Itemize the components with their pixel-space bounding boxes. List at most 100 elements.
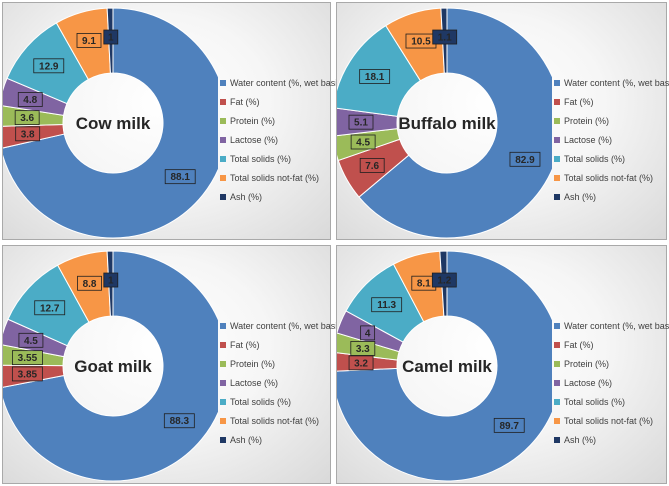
legend-swatch <box>220 79 226 86</box>
data-label-text: 1.1 <box>438 33 452 44</box>
chart-title: Buffalo milk <box>398 114 496 133</box>
data-label-ash: 1 <box>103 272 119 288</box>
data-label-water-content-wet-basis: 88.1 <box>164 169 196 185</box>
legend-item: Protein (%) <box>554 111 669 130</box>
legend-swatch <box>554 360 560 367</box>
legend-swatch <box>220 398 226 405</box>
data-label-protein: 4.5 <box>350 134 376 150</box>
chart-title: Cow milk <box>76 114 151 133</box>
legend-label: Total solids not-fat (%) <box>564 415 654 426</box>
legend-item: Protein (%) <box>220 354 345 373</box>
legend-label: Total solids not-fat (%) <box>230 172 320 183</box>
legend-swatch <box>554 417 560 424</box>
data-label-ash: 1 <box>103 29 119 45</box>
slice-water-content-wet-basis[interactable] <box>3 7 218 239</box>
legend-label: Total solids not-fat (%) <box>564 172 654 183</box>
legend-label: Water content (%, wet basis) <box>564 320 669 331</box>
data-label-text: 4.5 <box>24 336 38 347</box>
legend-swatch <box>554 174 560 181</box>
data-label-ash: 1.1 <box>432 29 458 45</box>
data-label-water-content-wet-basis: 82.9 <box>509 151 541 167</box>
legend-swatch <box>554 322 560 329</box>
data-label-total-solids-not-fat: 9.1 <box>76 33 102 48</box>
legend: Water content (%, wet basis) Fat (%) Prote… <box>554 73 669 206</box>
data-label-text: 82.9 <box>515 155 535 166</box>
data-label-text: 4.8 <box>23 95 37 106</box>
data-label-text: 3.55 <box>18 353 38 364</box>
legend-item: Lactose (%) <box>554 130 669 149</box>
legend-item: Fat (%) <box>220 92 345 111</box>
chart-title: Camel milk <box>402 357 492 376</box>
slice-water-content-wet-basis[interactable] <box>358 7 552 239</box>
legend-item: Lactose (%) <box>554 373 669 392</box>
legend-label: Total solids (%) <box>230 396 292 407</box>
legend-label: Fat (%) <box>230 96 260 107</box>
data-label-text: 4.5 <box>356 137 370 148</box>
data-label-total-solids-not-fat: 8.8 <box>77 275 102 291</box>
legend-item: Ash (%) <box>220 430 345 449</box>
legend-item: Protein (%) <box>220 111 345 130</box>
chart-panel-buffalo-milk: 82.9 7.6 4.5 5.1 18.1 10.5 1.1 Buffalo milk Wate… <box>336 2 669 240</box>
legend-swatch <box>220 417 226 424</box>
data-label-total-solids: 12.9 <box>33 58 65 74</box>
legend-label: Water content (%, wet basis) <box>564 77 669 88</box>
legend-swatch <box>554 98 560 105</box>
legend: Water content (%, wet basis) Fat (%) Prote… <box>220 73 345 206</box>
legend-swatch <box>220 193 226 200</box>
chart-title: Goat milk <box>74 357 152 376</box>
data-label-lactose: 4.5 <box>18 332 44 348</box>
legend-item: Ash (%) <box>220 187 345 206</box>
legend-swatch <box>554 117 560 124</box>
legend: Water content (%, wet basis) Fat (%) Prote… <box>220 316 345 449</box>
legend-item: Protein (%) <box>554 354 669 373</box>
data-label-ash: 1.2 <box>431 272 457 288</box>
chart-panel-cow-milk: 88.1 3.8 3.6 4.8 12.9 9.1 1 Cow milk Water conte… <box>2 2 345 240</box>
chart-panel-goat-milk: 88.3 3.85 3.55 4.5 12.7 8.8 1 Goat milk Water co… <box>2 245 345 484</box>
data-label-water-content-wet-basis: 89.7 <box>493 417 525 433</box>
legend-swatch <box>220 436 226 443</box>
data-label-lactose: 5.1 <box>348 114 374 130</box>
legend-label: Ash (%) <box>564 434 597 445</box>
legend-swatch <box>220 98 226 105</box>
data-label-protein: 3.55 <box>12 350 43 366</box>
data-label-protein: 3.6 <box>14 110 40 126</box>
data-label-lactose: 4 <box>360 325 376 341</box>
data-label-text: 12.7 <box>40 303 60 314</box>
legend-item: Lactose (%) <box>220 373 345 392</box>
legend-swatch <box>220 136 226 143</box>
data-label-water-content-wet-basis: 88.3 <box>163 413 195 429</box>
legend-item: Ash (%) <box>554 430 669 449</box>
legend-swatch <box>554 436 560 443</box>
doughnut-chart-buffalo-milk: 82.9 7.6 4.5 5.1 18.1 10.5 1.1 Buffalo milk <box>337 7 552 239</box>
legend-item: Water content (%, wet basis) <box>554 316 669 335</box>
legend-item: Total solids (%) <box>220 149 345 168</box>
legend-swatch <box>554 136 560 143</box>
data-label-fat: 3.8 <box>15 126 41 142</box>
legend-item: Total solids not-fat (%) <box>554 168 669 187</box>
data-label-text: 88.1 <box>170 172 190 183</box>
legend-label: Protein (%) <box>230 358 276 369</box>
legend-item: Water content (%, wet basis) <box>220 316 345 335</box>
data-label-text: 5.1 <box>354 118 368 129</box>
data-label-text: 8.8 <box>83 279 97 290</box>
data-label-total-solids: 11.3 <box>371 297 403 313</box>
legend-label: Total solids (%) <box>564 153 626 164</box>
chart-panel-camel-milk: 89.7 3.2 3.3 4 11.3 8.1 1.2 Camel milk Water con… <box>336 245 669 484</box>
legend: Water content (%, wet basis) Fat (%) Prote… <box>554 316 669 449</box>
data-label-total-solids-not-fat: 10.5 <box>405 33 437 49</box>
legend-swatch <box>554 193 560 200</box>
data-label-fat: 3.85 <box>11 366 43 382</box>
legend-label: Ash (%) <box>230 191 263 202</box>
legend-item: Total solids (%) <box>554 392 669 411</box>
legend-label: Lactose (%) <box>564 377 613 388</box>
legend-item: Water content (%, wet basis) <box>554 73 669 92</box>
legend-item: Lactose (%) <box>220 130 345 149</box>
legend-label: Total solids not-fat (%) <box>230 415 320 426</box>
data-label-text: 7.6 <box>365 161 379 172</box>
legend-item: Fat (%) <box>554 92 669 111</box>
data-label-total-solids: 18.1 <box>359 69 391 84</box>
data-label-text: 3.85 <box>18 369 38 380</box>
legend-label: Lactose (%) <box>564 134 613 145</box>
legend-swatch <box>554 341 560 348</box>
data-label-text: 10.5 <box>411 37 431 48</box>
